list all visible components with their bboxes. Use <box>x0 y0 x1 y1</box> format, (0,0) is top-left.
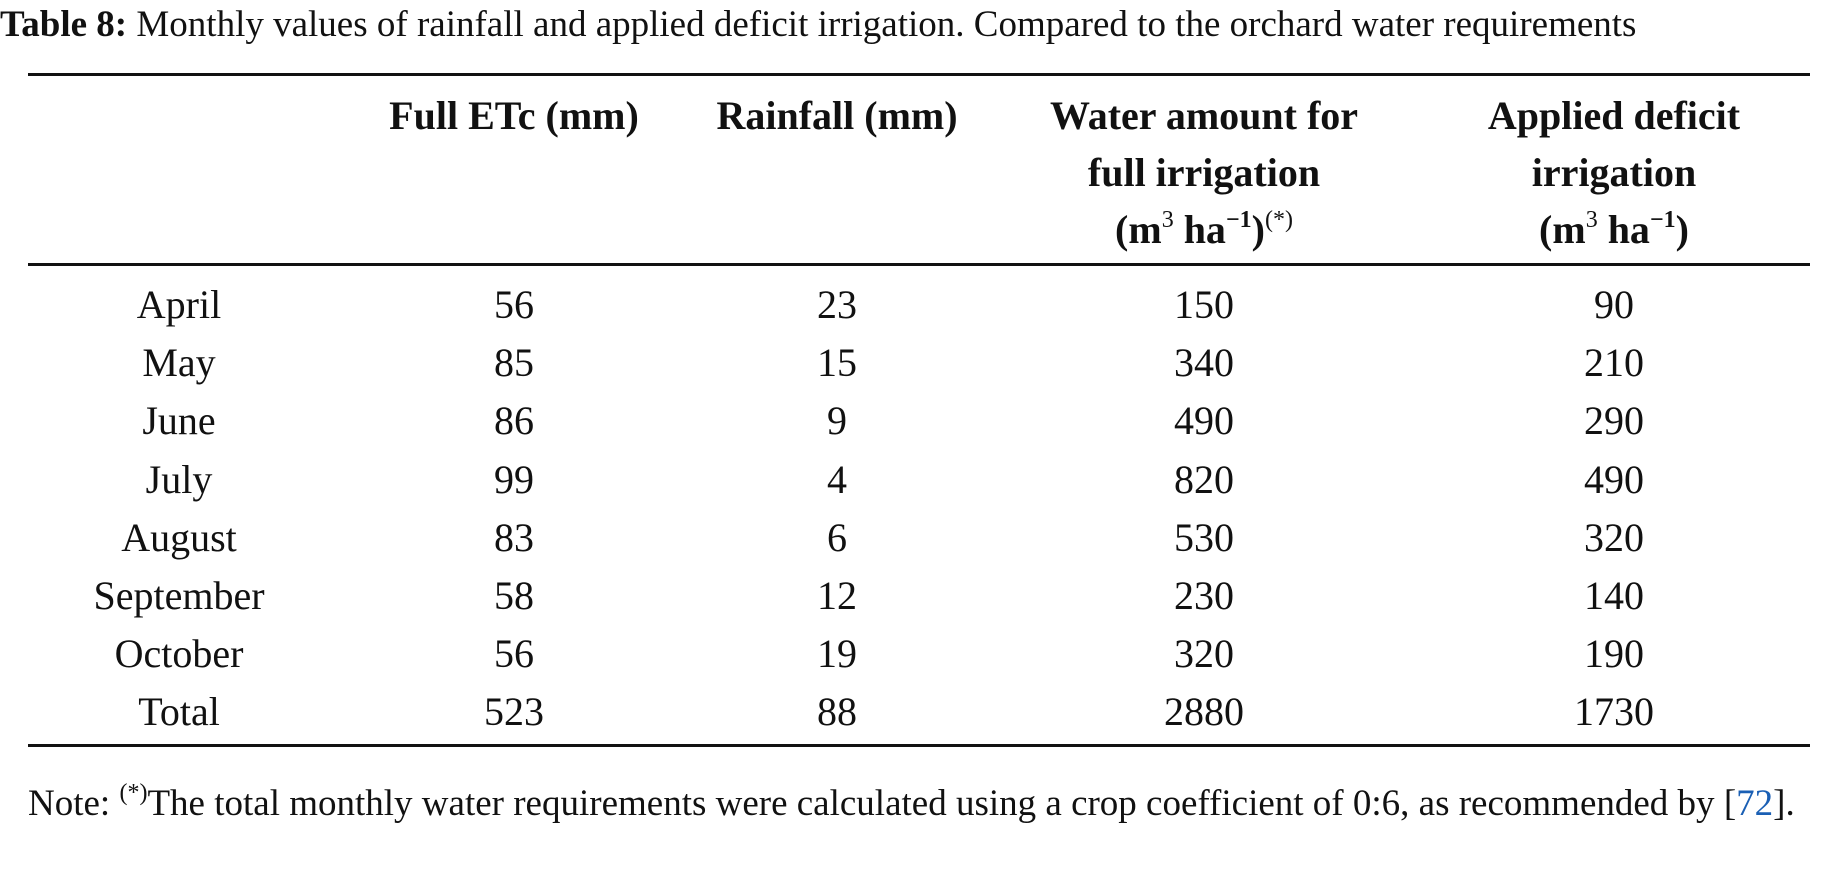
cell-rainfall: 88 <box>817 689 857 735</box>
cell-month: May <box>142 340 216 386</box>
table-body: April 56 23 150 90 May 85 15 340 210 Jun… <box>0 276 1838 742</box>
cell-month: Total <box>138 689 220 735</box>
cell-rainfall: 12 <box>817 572 857 618</box>
cell-deficit-irrigation: 290 <box>1584 398 1644 444</box>
cell-rainfall: 4 <box>827 456 847 502</box>
caption-label: Table 8: <box>0 4 128 45</box>
cell-month: July <box>145 456 213 502</box>
cell-full-irrigation: 340 <box>1174 340 1234 386</box>
cell-deficit-irrigation: 490 <box>1584 456 1644 502</box>
cell-full-irrigation: 530 <box>1174 514 1234 560</box>
table-row: June 86 9 490 290 <box>0 392 1838 450</box>
cell-etc: 523 <box>484 689 544 735</box>
cell-full-irrigation: 230 <box>1174 572 1234 618</box>
table-row: May 85 15 340 210 <box>0 334 1838 392</box>
table-row: April 56 23 150 90 <box>0 276 1838 334</box>
cell-full-irrigation: 320 <box>1174 631 1234 677</box>
cell-deficit-irrigation: 90 <box>1594 282 1634 327</box>
cell-rainfall: 19 <box>817 631 857 677</box>
table-row-total: Total 523 88 2880 1730 <box>0 683 1838 741</box>
cell-full-irrigation: 2880 <box>1164 689 1244 735</box>
cell-rainfall: 9 <box>827 398 847 444</box>
cell-month: August <box>121 514 237 560</box>
cell-month: June <box>142 398 216 444</box>
cell-deficit-irrigation: 210 <box>1584 340 1644 386</box>
table-row: September 58 12 230 140 <box>0 567 1838 625</box>
cell-etc: 83 <box>494 514 534 560</box>
cell-etc: 58 <box>494 572 534 618</box>
table-row: October 56 19 320 190 <box>0 625 1838 683</box>
note-text: The total monthly water requirements wer… <box>147 783 1724 824</box>
header-rainfall: Rainfall (mm) <box>716 93 958 138</box>
cell-month: April <box>136 282 222 327</box>
cell-full-irrigation: 490 <box>1174 398 1234 444</box>
header-water-full-irrigation: Water amount for full irrigation (m3 ha−… <box>1010 87 1398 258</box>
cell-rainfall: 23 <box>817 282 857 327</box>
table-row: July 99 4 820 490 <box>0 451 1838 509</box>
header-applied-unit: (m3 ha−1) <box>1539 207 1689 252</box>
note-prefix: Note: <box>28 783 120 824</box>
cell-deficit-irrigation: 1730 <box>1574 689 1654 735</box>
cell-rainfall: 15 <box>817 340 857 386</box>
caption-text: Monthly values of rainfall and applied d… <box>136 4 1637 45</box>
table-note: Note: (*)The total monthly water require… <box>28 780 1795 824</box>
cell-full-irrigation: 820 <box>1174 456 1234 502</box>
header-water-full-unit: (m3 ha−1)(*) <box>1115 207 1293 252</box>
cell-etc: 56 <box>494 282 534 327</box>
cell-etc: 85 <box>494 340 534 386</box>
header-applied-deficit: Applied deficit irrigation (m3 ha−1) <box>1434 87 1794 258</box>
note-footnote-marker: (*) <box>119 780 148 806</box>
cell-etc: 56 <box>494 631 534 677</box>
bottom-rule <box>28 744 1810 747</box>
table-row: August 83 6 530 320 <box>0 509 1838 567</box>
table-caption: Table 8: Monthly values of rainfall and … <box>0 2 1838 48</box>
cell-deficit-irrigation: 320 <box>1584 514 1644 560</box>
header-rule <box>28 263 1810 266</box>
cell-deficit-irrigation: 190 <box>1584 631 1644 677</box>
cell-deficit-irrigation: 140 <box>1584 572 1644 618</box>
cell-etc: 86 <box>494 398 534 444</box>
cell-full-irrigation: 150 <box>1174 282 1234 327</box>
cell-month: September <box>93 572 265 618</box>
top-rule <box>28 73 1810 76</box>
reference-link[interactable]: 72 <box>1736 783 1774 824</box>
cell-month: October <box>114 631 244 677</box>
header-full-etc: Full ETc (mm) <box>389 93 639 138</box>
cell-rainfall: 6 <box>827 514 847 560</box>
cell-etc: 99 <box>494 456 534 502</box>
footnote-marker: (*) <box>1264 207 1293 233</box>
